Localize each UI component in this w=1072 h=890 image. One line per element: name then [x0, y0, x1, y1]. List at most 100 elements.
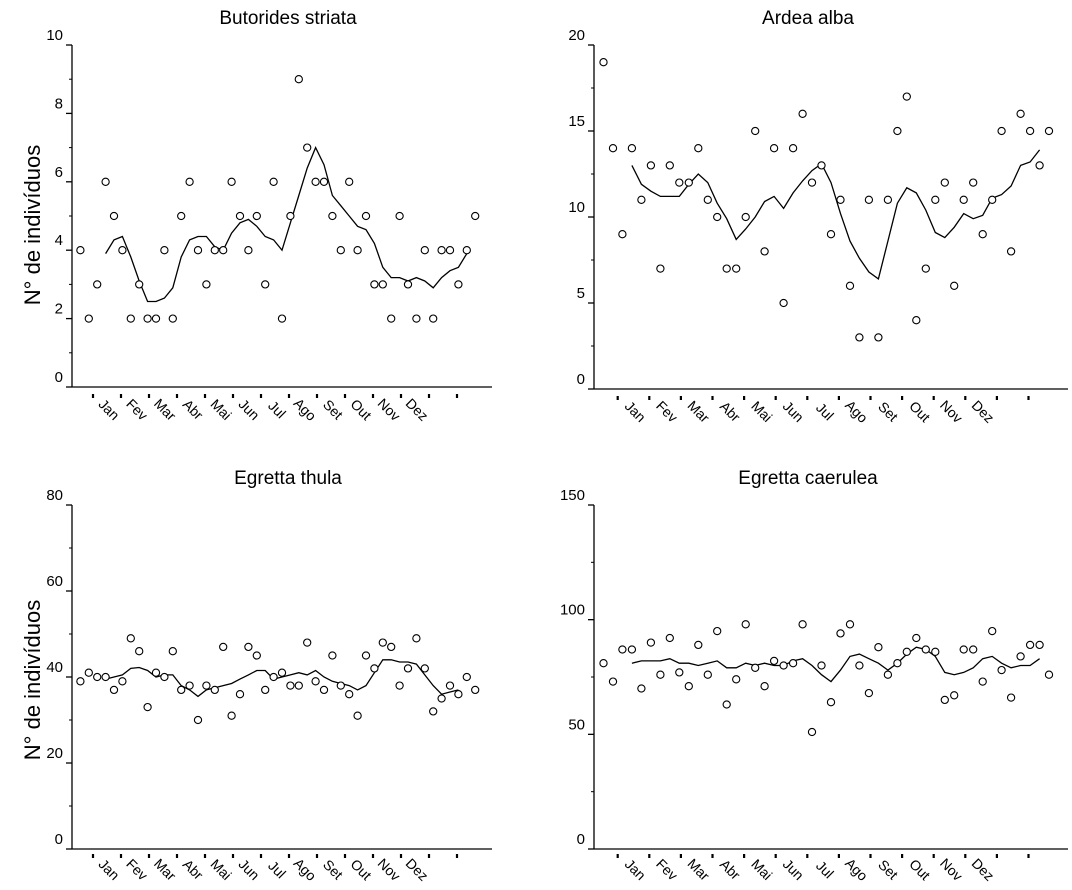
x-tick-label: Nov — [937, 397, 966, 426]
x-tick-label: Jul — [265, 397, 289, 421]
x-tick-label: Jan — [622, 856, 649, 883]
y-axis-label: N° de indivíduos — [20, 600, 45, 760]
data-point — [798, 109, 807, 118]
data-point — [109, 685, 119, 695]
data-point — [219, 642, 228, 652]
data-point — [84, 668, 93, 677]
x-tick-label: Jan — [622, 398, 649, 425]
data-point — [210, 685, 219, 695]
data-point — [286, 211, 295, 221]
x-tick-label: Ago — [291, 855, 320, 884]
data-point — [269, 672, 278, 682]
panel-title: Egretta thula — [234, 468, 342, 489]
panel-title: Butorides striata — [219, 8, 357, 29]
data-point — [959, 645, 968, 654]
x-tick-label: Jul — [265, 857, 289, 881]
panel-title: Egretta caerulea — [738, 468, 878, 489]
data-point — [151, 314, 161, 323]
data-point — [940, 695, 949, 705]
x-tick-label: Out — [906, 856, 933, 883]
x-tick-label: Jul — [813, 857, 837, 881]
data-point — [760, 682, 769, 691]
data-point — [940, 178, 949, 187]
data-point — [921, 645, 930, 654]
x-tick-label: Dez — [969, 397, 998, 426]
data-point — [741, 620, 750, 629]
panel-butorides-striata: Butorides striata 0 2 4 6 8 10 Jan Fev Mar Abr Mai… — [46, 8, 492, 424]
y-tick-label: 20 — [568, 27, 585, 44]
data-point — [378, 638, 387, 647]
x-tick-label: Mar — [151, 855, 180, 884]
data-point — [135, 280, 144, 289]
data-point — [227, 711, 236, 720]
data-point — [1025, 126, 1035, 136]
data-point — [1044, 126, 1054, 136]
y-axis-label: N° de indivíduos — [20, 145, 45, 305]
data-point — [126, 314, 135, 323]
x-tick-label: Out — [347, 396, 374, 423]
x-tick-label: Mar — [684, 855, 713, 884]
data-point — [286, 681, 295, 690]
data-point — [855, 333, 864, 342]
data-point — [202, 681, 211, 690]
trend-line — [631, 149, 1041, 280]
data-point — [328, 211, 337, 221]
data-point — [741, 212, 750, 222]
data-point — [798, 620, 807, 629]
data-point — [143, 702, 152, 712]
data-point — [395, 681, 404, 690]
data-point — [912, 316, 921, 325]
data-point — [303, 638, 312, 647]
data-point — [177, 211, 186, 221]
data-point — [76, 246, 85, 255]
data-point — [807, 178, 817, 187]
data-point — [93, 672, 102, 682]
data-point — [855, 661, 864, 670]
data-point — [1006, 247, 1016, 256]
data-point — [988, 195, 997, 204]
data-point — [353, 246, 362, 255]
data-point — [722, 264, 731, 273]
data-point — [931, 647, 940, 656]
data-point — [118, 677, 127, 686]
data-point — [751, 126, 760, 136]
data-point — [637, 195, 646, 204]
data-point — [328, 651, 337, 660]
y-tick-label: 0 — [577, 371, 585, 388]
x-tick-label: Set — [320, 396, 346, 422]
x-tick-label: Jun — [235, 396, 262, 423]
data-point — [627, 645, 637, 654]
data-point — [378, 280, 387, 289]
y-tick-label: 2 — [55, 301, 63, 318]
x-tick-label: Abr — [180, 856, 207, 883]
data-point — [921, 264, 930, 273]
data-point — [997, 126, 1006, 136]
data-point — [193, 246, 203, 255]
data-point — [420, 664, 429, 673]
data-point — [950, 281, 959, 290]
data-point — [950, 691, 959, 700]
x-tick-label: Mai — [748, 856, 775, 883]
data-point — [168, 647, 177, 656]
data-point — [403, 664, 413, 673]
data-point — [101, 672, 110, 682]
data-point — [445, 681, 455, 690]
data-point — [751, 663, 760, 672]
data-point — [244, 246, 253, 255]
data-point — [665, 161, 674, 170]
y-tick-label: 50 — [568, 716, 585, 733]
data-point — [277, 314, 287, 323]
x-tick-label: Abr — [717, 398, 744, 425]
data-point — [252, 651, 261, 660]
y-tick-label: 6 — [55, 164, 63, 181]
panel-title: Ardea alba — [762, 8, 854, 29]
data-point — [608, 677, 618, 686]
data-point — [118, 246, 127, 255]
data-point — [893, 126, 902, 136]
x-tick-label: Nov — [375, 395, 404, 424]
x-tick-label: Jan — [95, 856, 122, 883]
data-point — [219, 246, 228, 255]
data-point — [471, 211, 480, 221]
data-point — [177, 685, 186, 695]
